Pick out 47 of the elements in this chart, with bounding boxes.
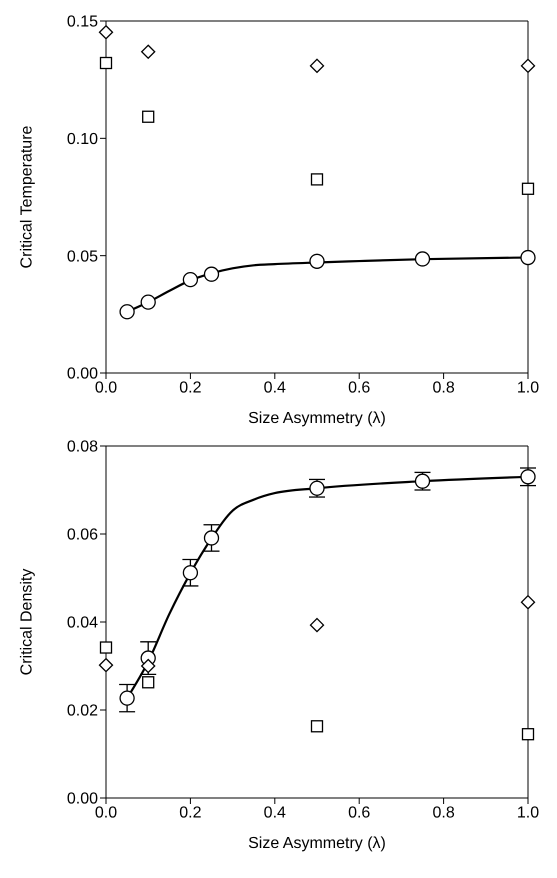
point — [182, 565, 198, 580]
point — [414, 251, 430, 267]
point — [522, 182, 534, 195]
y-tick-label: 0.15 — [66, 14, 98, 31]
point — [204, 266, 220, 282]
point — [520, 595, 536, 610]
point — [119, 304, 135, 320]
x-tick-label: 0.6 — [348, 379, 370, 396]
point — [98, 658, 114, 672]
x-tick-label: 0.6 — [348, 804, 370, 822]
x-axis-title: Size Asymmetry (λ) — [248, 835, 386, 852]
y-tick-label: 0.05 — [66, 248, 98, 266]
point — [142, 110, 154, 123]
x-tick-label: 0.8 — [432, 379, 455, 396]
point — [309, 254, 325, 269]
point — [520, 250, 536, 266]
point — [310, 720, 324, 732]
point — [310, 58, 324, 73]
x-tick-label: 1.0 — [516, 379, 540, 396]
point — [100, 641, 112, 654]
point — [100, 56, 112, 70]
point — [119, 690, 135, 706]
x-tick-label: 1.0 — [516, 804, 540, 822]
y-tick-label: 0.06 — [66, 526, 98, 544]
point — [140, 294, 156, 310]
y-axis-title: Critical Temperature — [18, 125, 36, 268]
point — [98, 25, 114, 40]
point — [204, 530, 220, 546]
point — [182, 272, 198, 288]
point — [520, 58, 536, 73]
point — [522, 728, 534, 740]
x-axis-title: Size Asymmetry (λ) — [248, 410, 386, 427]
x-tick-label: 0.2 — [179, 804, 202, 822]
point — [310, 618, 324, 632]
point — [310, 173, 324, 186]
x-tick-label: 0.4 — [264, 379, 286, 396]
y-tick-label: 0.04 — [66, 614, 98, 632]
y-tick-label: 0.10 — [66, 131, 98, 148]
x-tick-label: 0.8 — [432, 804, 455, 822]
x-tick-label: 0.4 — [264, 804, 286, 822]
y-axis-title: Critical Density — [18, 568, 36, 676]
y-tick-label: 0.02 — [66, 702, 98, 720]
point — [142, 676, 154, 688]
point — [141, 44, 156, 59]
x-tick-label: 0.2 — [179, 379, 202, 396]
point — [141, 658, 156, 674]
y-tick-label: 0.08 — [66, 438, 98, 456]
